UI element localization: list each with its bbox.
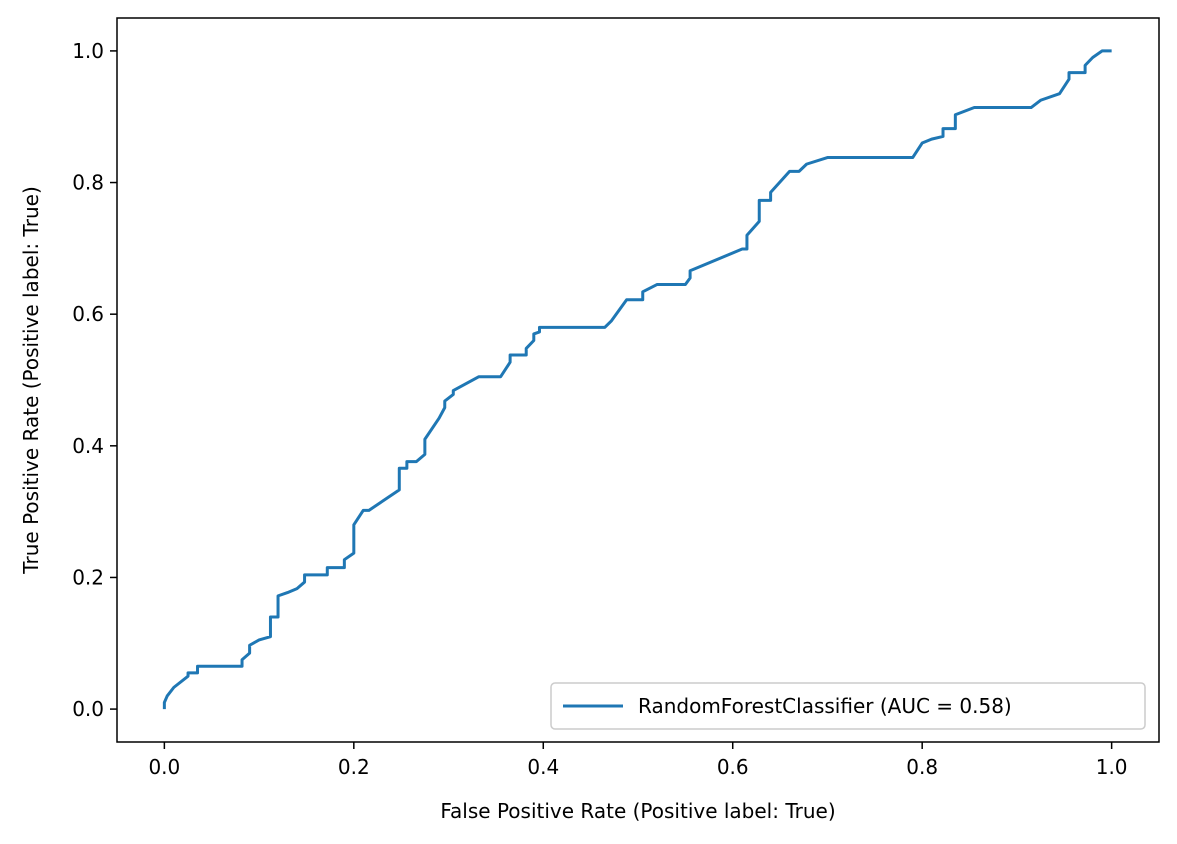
x-tick-label: 1.0 — [1096, 755, 1128, 779]
x-tick-label: 0.4 — [527, 755, 559, 779]
legend-entry-label: RandomForestClassifier (AUC = 0.58) — [638, 694, 1012, 718]
x-tick-label: 0.2 — [338, 755, 370, 779]
y-tick-label: 1.0 — [72, 39, 104, 63]
x-tick-label: 0.8 — [906, 755, 938, 779]
roc-curve — [162, 49, 1112, 710]
x-axis-label: False Positive Rate (Positive label: Tru… — [440, 799, 835, 823]
x-axis-ticks: 0.0 0.2 0.4 0.6 0.8 1.0 — [148, 742, 1128, 779]
y-tick-label: 0.8 — [72, 171, 104, 195]
plot-area — [117, 18, 1159, 742]
y-axis-ticks: 0.0 0.2 0.4 0.6 0.8 1.0 — [72, 39, 117, 721]
legend: RandomForestClassifier (AUC = 0.58) — [550, 682, 1146, 730]
x-tick-label: 0.6 — [717, 755, 749, 779]
x-tick-label: 0.0 — [148, 755, 180, 779]
y-tick-label: 0.2 — [72, 565, 104, 589]
plot-frame — [116, 17, 1160, 743]
legend-box — [550, 682, 1146, 730]
y-tick-label: 0.0 — [72, 697, 104, 721]
y-axis-label: True Positive Rate (Positive label: True… — [19, 186, 43, 575]
y-tick-label: 0.6 — [72, 302, 104, 326]
y-tick-label: 0.4 — [72, 434, 104, 458]
